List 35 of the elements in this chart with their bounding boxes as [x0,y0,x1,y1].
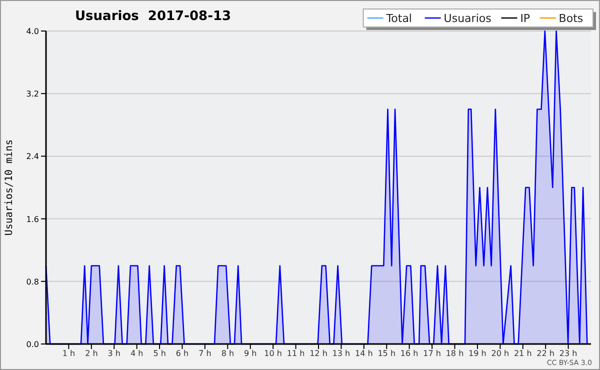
y-tick-label: 0.8 [26,277,39,286]
x-tick-label: 19 h [468,349,486,358]
x-tick-label: 8 h [221,349,234,358]
x-tick-label: 17 h [423,349,441,358]
chart-title: Usuarios 2017-08-13 [75,9,232,24]
y-tick-label: 0.0 [26,340,39,349]
x-tick-label: 18 h [446,349,464,358]
y-tick-label: 2.4 [26,152,39,162]
x-tick-label: 1 h [62,349,76,358]
legend-label: Total [385,12,412,25]
x-tick-label: 16 h [400,349,418,358]
y-tick-label: 4.0 [26,27,39,36]
x-tick-label: 2 h [85,349,98,358]
x-tick-label: 23 h [559,349,578,358]
x-tick-label: 4 h [130,349,144,358]
legend-label: IP [520,12,530,25]
x-tick-label: 14 h [355,349,373,358]
x-tick-label: 15 h [378,349,396,358]
x-tick-label: 3 h [108,349,120,358]
legend-label: Usuarios [444,12,492,25]
x-tick-label: 9 h [244,349,257,358]
y-axis-title: Usuarios/10 mins [4,139,15,236]
x-tick-label: 11 h [286,349,305,358]
x-tick-label: 12 h [310,349,328,358]
y-tick-label: 1.6 [26,214,39,224]
legend-label: Bots [558,12,584,25]
x-tick-label: 6 h [176,349,189,358]
y-tick-label: 3.2 [26,90,39,99]
x-tick-label: 13 h [332,349,350,358]
x-tick-label: 10 h [264,349,282,358]
x-tick-label: 22 h [536,349,554,358]
x-tick-label: 5 h [153,349,166,358]
x-tick-label: 21 h [514,349,532,358]
x-tick-label: 7 h [198,349,212,358]
x-tick-label: 20 h [491,349,510,358]
